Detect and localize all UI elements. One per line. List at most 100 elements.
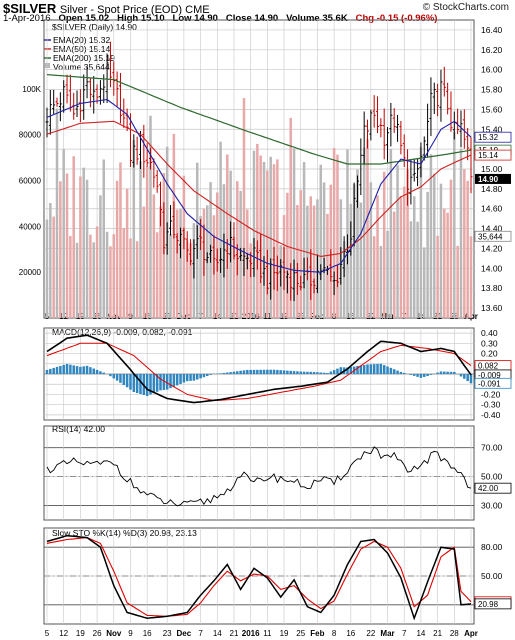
price-bar <box>169 205 173 236</box>
macd-histogram-bar <box>199 374 202 379</box>
volume-bar <box>382 171 386 318</box>
price-bar <box>262 256 266 286</box>
volume-bar <box>412 196 416 318</box>
volume-bar <box>466 180 469 318</box>
macd-histogram-bar <box>89 367 92 374</box>
volume-bar <box>336 154 339 318</box>
volume-bar <box>423 247 426 318</box>
volume-bar <box>276 159 279 318</box>
volume-bar <box>359 202 363 318</box>
volume-bar <box>252 150 256 318</box>
macd-y-tick-label: 0.30 <box>481 338 498 348</box>
macd-histogram-bar <box>309 371 312 374</box>
price-bar <box>462 109 466 149</box>
macd-histogram-bar <box>453 371 456 374</box>
price-bar <box>379 118 383 138</box>
volume-bar <box>185 240 189 318</box>
price-bar <box>302 257 306 289</box>
x-tick-label-bottom: 16 <box>143 629 152 638</box>
price-y-tick-label: 14.40 <box>481 224 503 234</box>
price-bar <box>235 244 239 276</box>
close-last-tag: 14.90 <box>478 175 499 184</box>
ema50-last-tag: 15.14 <box>478 151 499 160</box>
price-bar <box>215 248 219 272</box>
volume-bar <box>79 176 82 318</box>
price-y-tick-label: 14.80 <box>481 184 503 194</box>
volume-bar <box>112 234 116 318</box>
macd-histogram-bar <box>236 371 239 374</box>
x-tick-label-bottom: Dec <box>177 629 192 638</box>
macd-histogram-bar <box>175 374 179 386</box>
volume-bar <box>169 234 172 318</box>
rsi-title: RSI(14) 42.00 <box>52 424 105 434</box>
price-bar <box>112 61 116 96</box>
macd-histogram-last-tag-box <box>474 377 512 389</box>
x-tick-label-bottom: 2016 <box>242 629 260 638</box>
volume-bar <box>82 167 85 318</box>
sto-d-line <box>46 537 472 617</box>
volume-bar <box>129 238 132 318</box>
macd-signal-last-tag: 0.082 <box>478 362 499 371</box>
price-y-tick-label: 14.00 <box>481 263 503 273</box>
macd-histogram-bar <box>386 366 389 374</box>
macd-histogram-bar <box>119 374 122 383</box>
volume-bar <box>379 246 383 318</box>
macd-histogram-bar <box>52 367 55 374</box>
volume-bar <box>125 188 129 318</box>
price-bar <box>275 255 279 291</box>
macd-histogram-bar <box>436 372 439 374</box>
price-y-tick-label: 16.40 <box>481 25 503 35</box>
volume-y-tick-label: 100K <box>22 85 41 94</box>
macd-histogram-bar <box>162 374 166 390</box>
macd-histogram-bar <box>389 367 393 374</box>
price-bar <box>315 254 319 294</box>
volume-bar <box>446 212 449 318</box>
macd-histogram-bar <box>169 374 172 389</box>
macd-histogram-bar <box>463 374 466 379</box>
macd-histogram-bar <box>402 372 406 374</box>
macd-histogram-bar <box>135 374 139 394</box>
volume-bar <box>366 139 369 318</box>
macd-histogram-bar <box>359 365 363 374</box>
price-bar <box>105 53 109 103</box>
ema20-line <box>46 98 472 273</box>
x-tick-label-bottom: 12 <box>59 629 68 638</box>
macd-histogram-bar <box>426 374 429 377</box>
price-bar <box>85 67 89 99</box>
x-tick-label-bottom: Feb <box>310 629 324 638</box>
price-bar <box>259 233 263 284</box>
price-bar <box>212 235 216 275</box>
macd-histogram-bar <box>92 368 95 374</box>
rsi-pane-frame <box>43 425 475 521</box>
macd-histogram-bar <box>115 374 119 381</box>
ema200-line <box>46 74 472 165</box>
volume-bar <box>302 162 306 318</box>
x-tick-label-bottom: 26 <box>93 629 102 638</box>
volume-bar <box>406 169 409 318</box>
volume-bar <box>362 147 366 318</box>
volume-bar <box>292 148 296 318</box>
ticker-title: $SILVER Silver - Spot Price (EOD) CME <box>3 1 210 16</box>
price-bar <box>299 275 303 291</box>
volume-bar <box>389 148 393 318</box>
volume-bar <box>416 221 419 318</box>
volume-bar <box>152 194 156 318</box>
macd-y-tick-label: 0.40 <box>481 328 498 338</box>
volume-bar <box>372 236 376 318</box>
macd-histogram-bar <box>322 372 326 374</box>
macd-line <box>46 334 472 404</box>
macd-histogram-bar <box>369 364 373 374</box>
macd-histogram-bar <box>132 374 136 393</box>
x-tick-label-bottom: 8 <box>332 629 337 638</box>
legend-main: $SILVER (Daily) 14.90 <box>52 22 137 32</box>
price-bar <box>432 82 436 114</box>
price-bar <box>52 89 56 115</box>
price-bar <box>369 109 373 141</box>
volume-bar <box>426 191 429 318</box>
quote-close: Close 14.90 <box>225 13 279 24</box>
volume-bar <box>142 206 146 318</box>
volume-bar <box>299 190 302 318</box>
volume-bar <box>436 235 439 318</box>
price-bar <box>409 159 413 205</box>
macd-histogram-bar <box>159 374 162 391</box>
